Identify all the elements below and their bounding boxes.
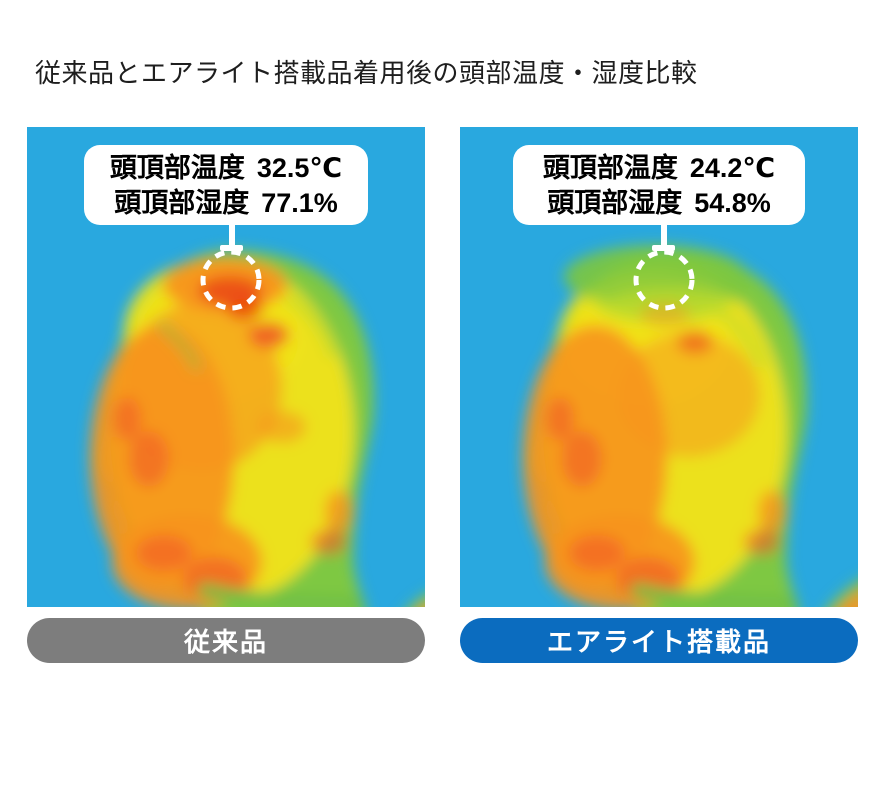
measurement-marker xyxy=(200,221,262,311)
panel-airlight: 頭頂部温度 24.2℃ 頭頂部湿度 54.8% xyxy=(460,127,858,607)
temperature-value: 32.5℃ xyxy=(256,152,343,183)
humidity-label: 頭頂部湿度 xyxy=(547,187,683,218)
humidity-reading: 頭頂部湿度 77.1% xyxy=(114,186,338,220)
temperature-label: 頭頂部温度 xyxy=(109,152,245,183)
humidity-value: 54.8% xyxy=(694,187,771,218)
temperature-label: 頭頂部温度 xyxy=(542,152,678,183)
callout-airlight: 頭頂部温度 24.2℃ 頭頂部湿度 54.8% xyxy=(513,145,805,225)
humidity-value: 77.1% xyxy=(261,187,338,218)
callout-conventional: 頭頂部温度 32.5℃ 頭頂部湿度 77.1% xyxy=(84,145,368,225)
panel-conventional: 頭頂部温度 32.5℃ 頭頂部湿度 77.1% xyxy=(27,127,425,607)
measurement-marker xyxy=(633,221,695,311)
temperature-value: 24.2℃ xyxy=(689,152,776,183)
temperature-reading: 頭頂部温度 24.2℃ xyxy=(543,151,775,185)
caption-conventional: 従来品 xyxy=(27,618,425,663)
figure-title: 従来品とエアライト搭載品着用後の頭部温度・湿度比較 xyxy=(35,58,698,88)
humidity-label: 頭頂部湿度 xyxy=(114,187,250,218)
caption-airlight: エアライト搭載品 xyxy=(460,618,858,663)
temperature-reading: 頭頂部温度 32.5℃ xyxy=(110,151,342,185)
humidity-reading: 頭頂部湿度 54.8% xyxy=(547,186,771,220)
